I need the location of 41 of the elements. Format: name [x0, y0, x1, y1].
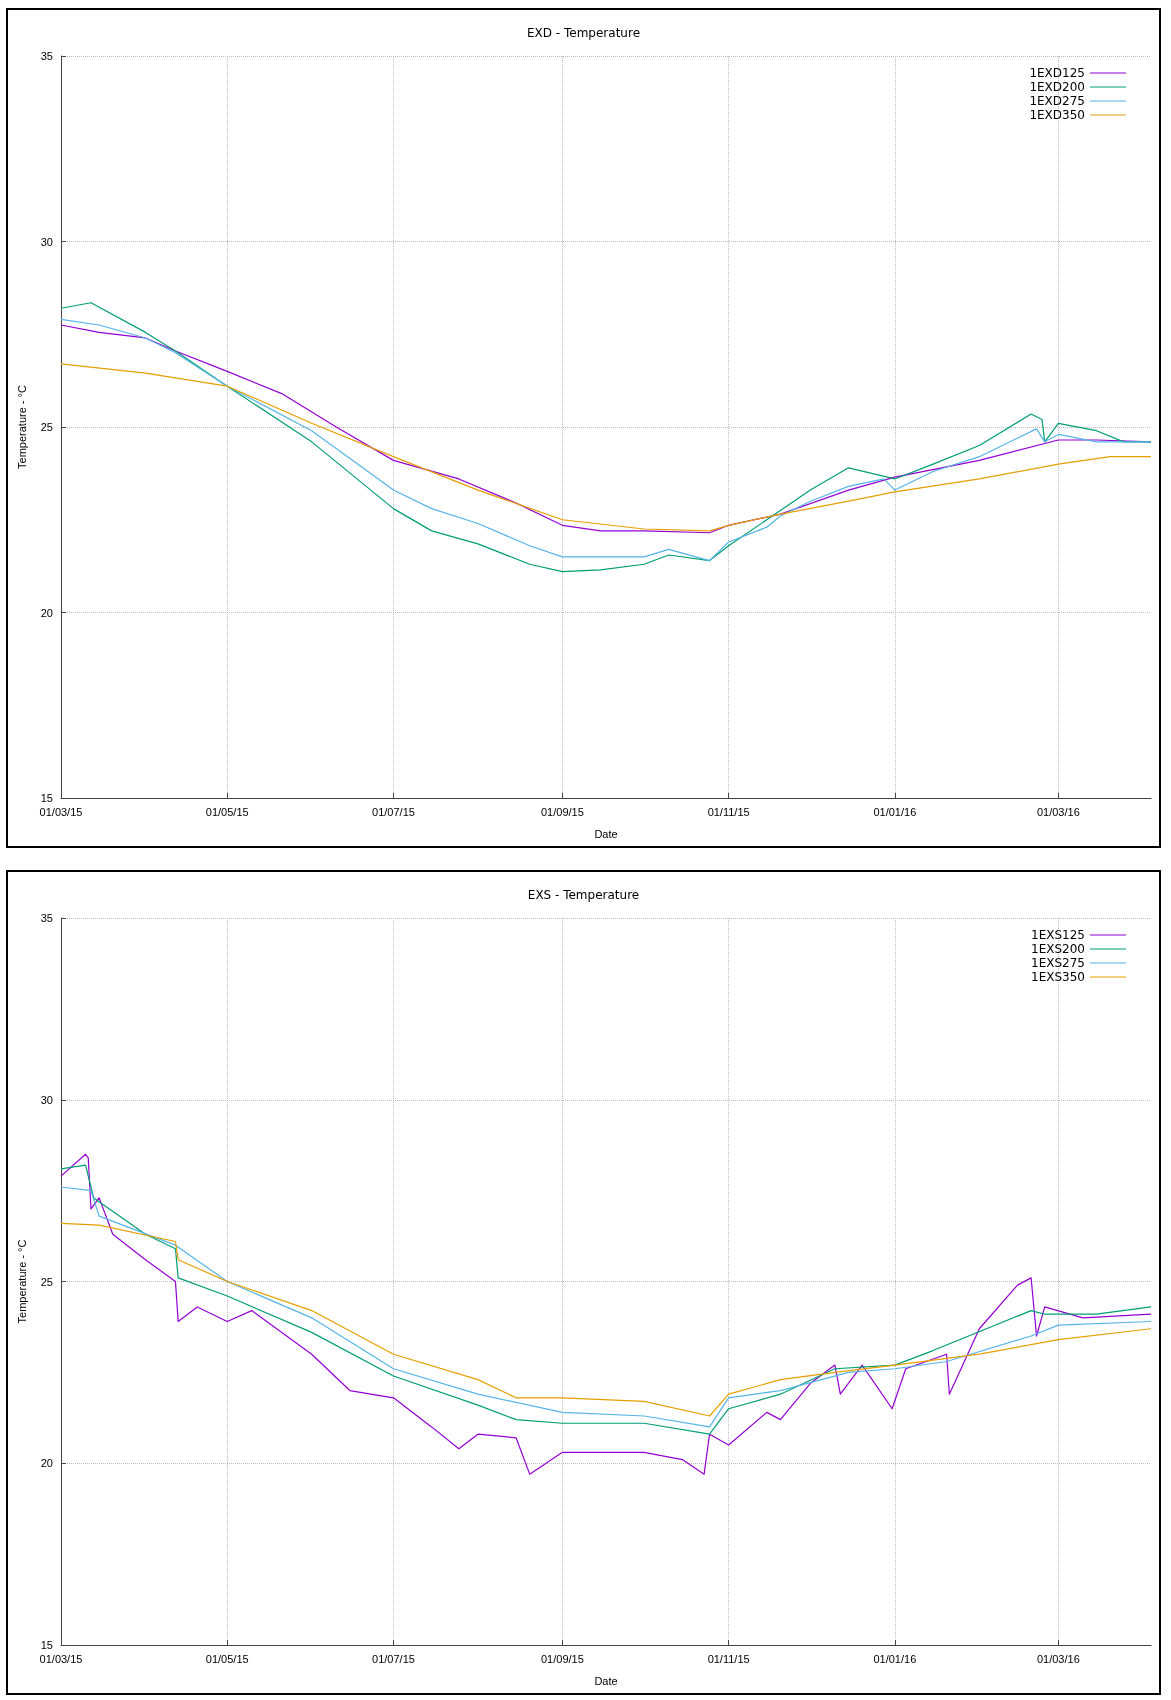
legend-label: 1EXS350 — [1031, 970, 1085, 984]
y-tick-label: 25 — [40, 1275, 53, 1288]
line-series — [60, 1222, 1152, 1417]
x-tick-label: 01/03/16 — [1036, 1652, 1080, 1665]
y-tick-label: 30 — [40, 235, 53, 248]
legend-label: 1EXD275 — [1029, 94, 1085, 108]
line-series — [60, 363, 1152, 532]
y-tick-label: 20 — [40, 606, 53, 619]
chart-title: EXD - Temperature — [526, 26, 641, 40]
legend-label: 1EXD125 — [1029, 66, 1085, 80]
y-tick-label: 30 — [40, 1093, 53, 1106]
legend-label: 1EXS275 — [1031, 956, 1085, 970]
x-axis-title: Date — [594, 1674, 618, 1687]
x-tick-label: 01/05/15 — [205, 1652, 249, 1665]
x-tick-label: 01/03/15 — [39, 805, 83, 818]
x-tick-label: 01/09/15 — [540, 805, 584, 818]
chart-title: EXS - Temperature — [527, 888, 640, 902]
x-tick-label: 01/09/15 — [540, 1652, 584, 1665]
x-tick-label: 01/05/15 — [205, 805, 249, 818]
y-tick-label: 15 — [40, 792, 53, 804]
y-tick-label: 15 — [40, 1639, 53, 1651]
y-tick-label: 35 — [40, 912, 53, 924]
y-tick-label: 35 — [40, 50, 53, 62]
x-tick-label: 01/07/15 — [372, 1652, 415, 1665]
legend-label: 1EXS200 — [1031, 942, 1085, 956]
y-tick-label: 25 — [40, 421, 53, 433]
x-tick-label: 01/01/16 — [873, 805, 917, 818]
line-series — [60, 1153, 1152, 1475]
y-axis-title: Temperature - °C — [15, 1239, 28, 1324]
legend-label: 1EXD350 — [1029, 108, 1085, 122]
x-tick-label: 01/01/16 — [873, 1652, 917, 1665]
x-tick-label: 01/11/15 — [707, 1652, 750, 1665]
x-tick-label: 01/11/15 — [707, 805, 750, 818]
y-tick-label: 20 — [40, 1457, 53, 1470]
x-tick-label: 01/03/15 — [39, 1652, 83, 1665]
x-tick-label: 01/03/16 — [1036, 805, 1080, 818]
legend-label: 1EXD200 — [1029, 80, 1085, 94]
x-axis-title: Date — [594, 827, 618, 840]
x-tick-label: 01/07/15 — [372, 805, 415, 818]
y-axis-title: Temperature - °C — [15, 385, 28, 469]
legend-label: 1EXS125 — [1031, 928, 1085, 942]
